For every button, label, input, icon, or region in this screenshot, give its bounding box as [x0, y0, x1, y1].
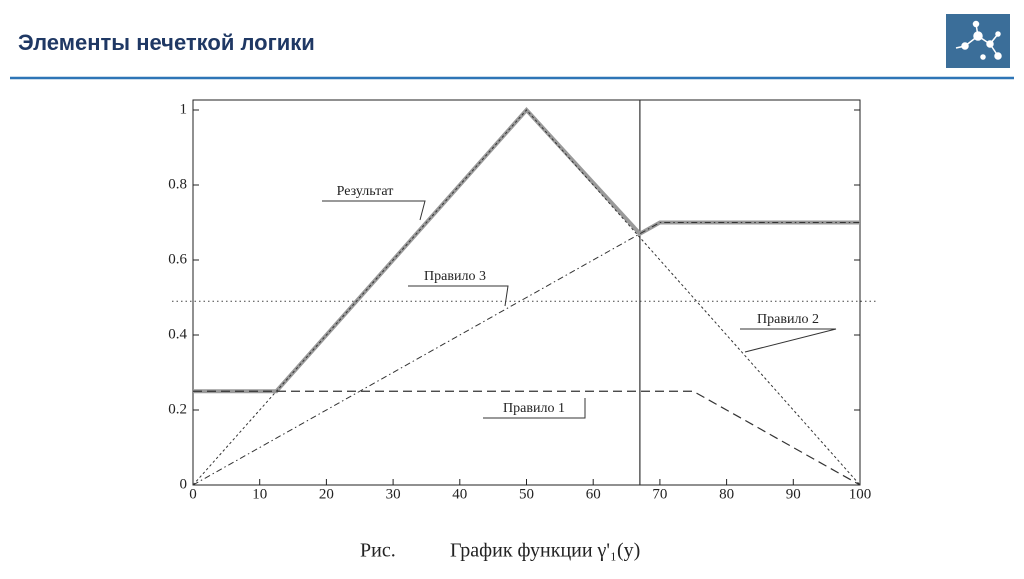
x-tick-label: 30 [386, 486, 401, 502]
y-tick-label: 0.6 [168, 251, 187, 267]
caption: График функции γ'₁(y) [450, 540, 640, 562]
plot-frame [192, 99, 861, 486]
series-label: Правило 1 [503, 401, 565, 416]
series-line [192, 222, 860, 486]
x-tick-label: 100 [849, 486, 872, 502]
y-tick-label: 0.8 [168, 176, 187, 192]
x-tick-label: 0 [189, 486, 197, 502]
series-line [192, 109, 861, 486]
series-label: Правило 3 [424, 269, 486, 284]
x-tick-label: 10 [252, 486, 267, 502]
x-tick-label: 90 [786, 486, 801, 502]
x-tick-label: 80 [719, 486, 734, 502]
x-tick-label: 70 [652, 486, 667, 502]
x-tick-label: 40 [452, 486, 467, 502]
leader-line [322, 200, 426, 221]
leader-line [408, 285, 509, 307]
y-tick-label: 0.2 [168, 401, 187, 417]
slide-title: Элементы нечеткой логики [18, 30, 315, 55]
y-tick-label: 0.4 [168, 326, 187, 342]
y-tick-label: 0 [180, 476, 188, 492]
leader-line [740, 328, 837, 353]
logo [946, 14, 1010, 68]
x-tick-label: 50 [519, 486, 534, 502]
x-tick-label: 60 [586, 486, 601, 502]
series-label: Результат [337, 184, 394, 199]
caption-label: Рис. [360, 540, 396, 562]
series-label: Правило 2 [757, 312, 819, 327]
leader-line [483, 398, 586, 419]
series-line [193, 107, 860, 394]
x-tick-label: 20 [319, 486, 334, 502]
y-tick-label: 1 [180, 101, 188, 117]
